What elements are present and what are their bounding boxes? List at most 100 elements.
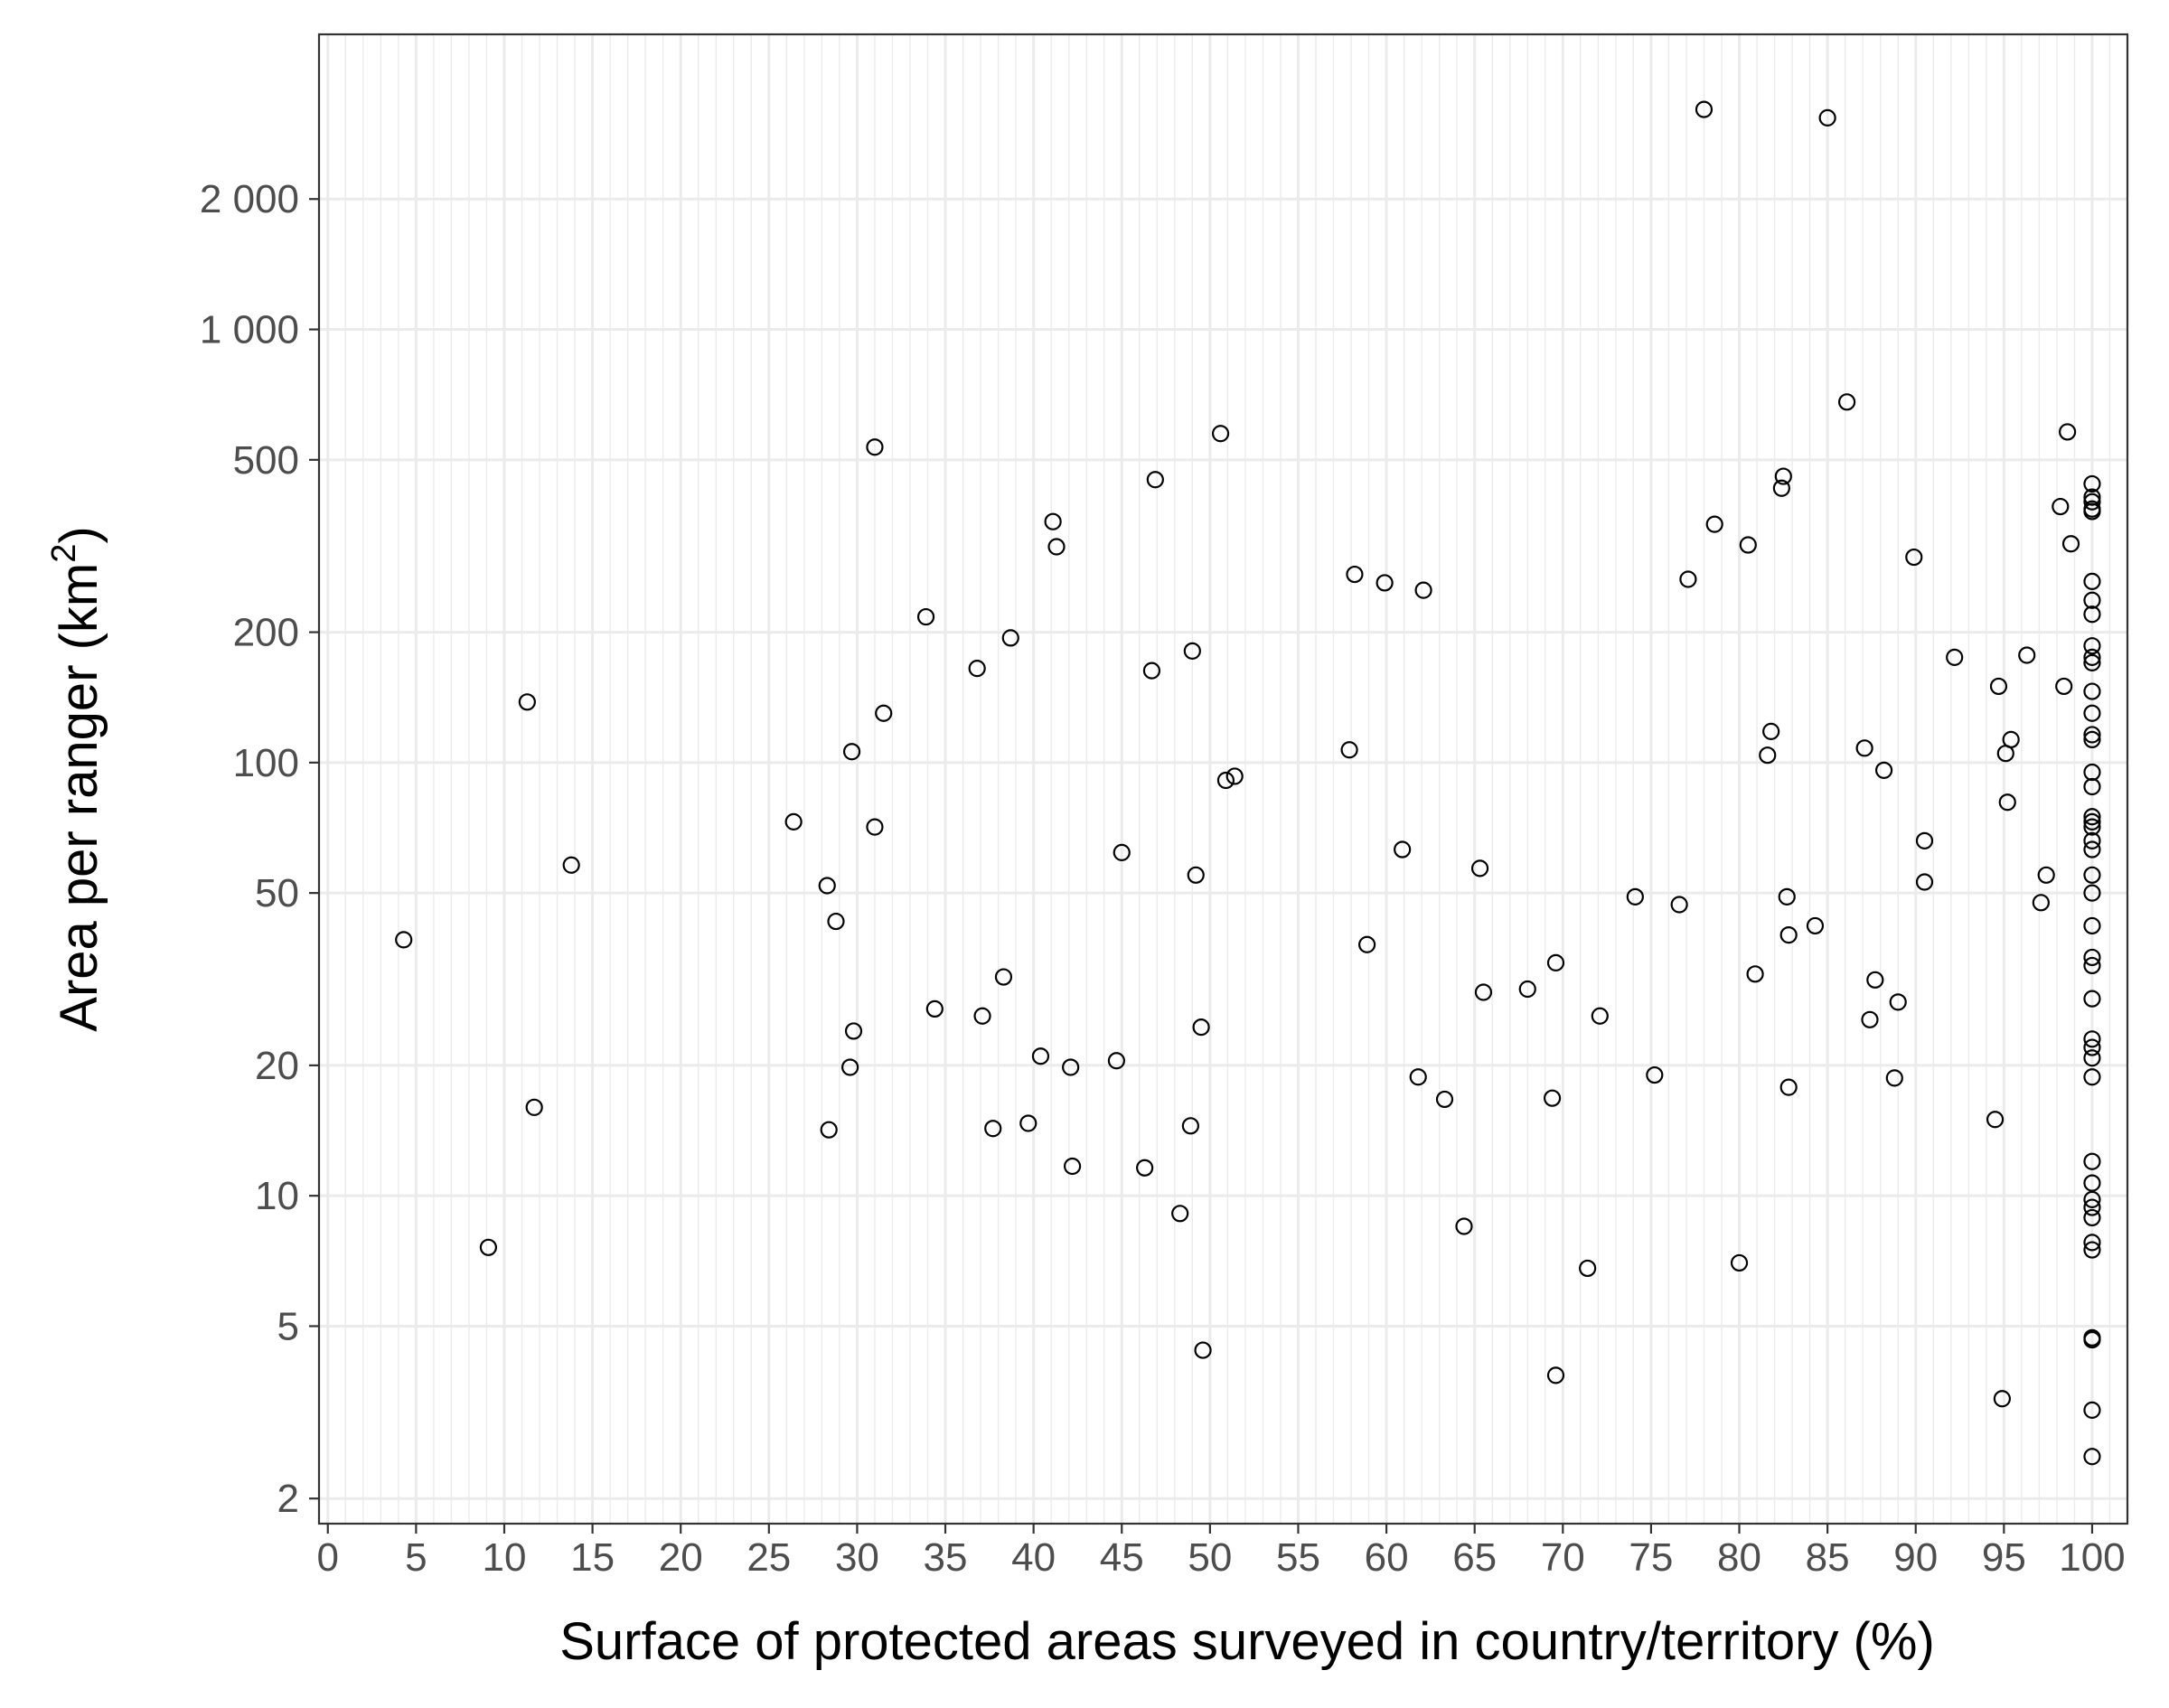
data-point (1838, 393, 1856, 411)
data-point (2083, 1330, 2101, 1349)
data-point (1806, 916, 1825, 935)
data-point (1874, 761, 1893, 779)
data-point (1063, 1157, 1082, 1176)
data-point (1818, 108, 1836, 127)
data-point (2083, 1198, 2101, 1216)
data-point (479, 1238, 498, 1256)
data-point (827, 912, 845, 931)
x-tick-label: 60 (1365, 1535, 1409, 1580)
data-point (2083, 812, 2101, 831)
data-point (525, 1098, 543, 1116)
data-point (1989, 677, 2008, 696)
data-point (2018, 646, 2036, 664)
data-point (2083, 726, 2101, 744)
data-point (1044, 512, 1062, 530)
data-point (2083, 572, 2101, 590)
y-axis-title-superscript: 2 (45, 544, 83, 563)
plot-panel (319, 34, 2127, 1524)
data-point (2083, 474, 2101, 493)
data-point (1546, 1366, 1565, 1384)
data-point (2083, 1174, 2101, 1192)
data-point (2083, 493, 2101, 511)
data-point (1225, 767, 1244, 785)
data-point (518, 693, 536, 711)
y-tick-label: 2 000 (200, 177, 299, 221)
data-point (2083, 831, 2101, 849)
x-tick-label: 40 (1011, 1535, 1056, 1580)
data-point (1998, 793, 2016, 812)
x-tick-label: 95 (1982, 1535, 2026, 1580)
data-point (2083, 884, 2101, 902)
data-point (2061, 535, 2080, 553)
y-axis-title-main: Area per ranger (km (50, 563, 108, 1032)
x-tick-label: 35 (924, 1535, 968, 1580)
data-point (866, 818, 884, 836)
x-axis: 0 5 10 15 20 25 30 35 40 45 50 55 60 65 70 75 80 85 90 95 10… (317, 1524, 2126, 1580)
data-point (1866, 971, 1884, 989)
data-point (1113, 843, 1131, 861)
data-point (2083, 808, 2101, 826)
data-point (2083, 840, 2101, 859)
data-point (2083, 956, 2101, 975)
y-tick-label: 50 (255, 871, 299, 915)
data-point (984, 1120, 1002, 1138)
data-point (1192, 1018, 1210, 1037)
data-point (973, 1007, 991, 1025)
x-tick-label: 65 (1452, 1535, 1497, 1580)
data-point (1474, 983, 1493, 1001)
data-point (818, 877, 836, 895)
data-point (1579, 1259, 1597, 1278)
plot-border (317, 33, 2129, 1525)
data-point (2083, 1068, 2101, 1086)
data-point (1762, 722, 1780, 740)
data-point (1031, 1047, 1050, 1065)
x-axis-title: Surface of protected areas surveyed in c… (559, 1612, 1935, 1671)
data-point (2083, 990, 2101, 1008)
data-point (1679, 570, 1697, 588)
data-point (968, 660, 986, 678)
data-point (2083, 1049, 2101, 1067)
data-point (1591, 1007, 1609, 1025)
x-tick-label: 25 (746, 1535, 791, 1580)
data-point (1194, 1341, 1212, 1359)
data-point (2083, 488, 2101, 506)
x-tick-label: 20 (659, 1535, 703, 1580)
data-point (1705, 515, 1723, 533)
data-point (916, 607, 935, 626)
data-point (2083, 1208, 2101, 1227)
data-point (2083, 948, 2101, 967)
x-tick-label: 90 (1893, 1535, 1938, 1580)
data-point (1889, 993, 1907, 1011)
data-point (1414, 581, 1432, 599)
x-tick-label: 55 (1276, 1535, 1320, 1580)
data-point (1946, 648, 1964, 666)
data-point (994, 968, 1013, 986)
data-point (2083, 682, 2101, 700)
data-point (784, 812, 803, 831)
data-point (1915, 873, 1934, 891)
data-point (1171, 1205, 1189, 1223)
data-point (842, 743, 861, 761)
data-point (1626, 887, 1644, 906)
data-point (2083, 1448, 2101, 1466)
data-point (1695, 100, 1714, 118)
data-point (1435, 1090, 1454, 1109)
data-point (1181, 1117, 1199, 1135)
data-point (2002, 730, 2020, 749)
data-point (820, 1121, 838, 1139)
data-point (2083, 653, 2101, 671)
data-point (2083, 591, 2101, 609)
data-point (1746, 965, 1764, 983)
data-point (1905, 548, 1923, 567)
data-point (2083, 502, 2101, 521)
data-point (1019, 1114, 1038, 1132)
data-point (1346, 565, 1364, 584)
y-tick-label: 10 (255, 1174, 299, 1218)
data-point (1062, 1058, 1080, 1076)
data-point (1455, 1217, 1473, 1235)
data-point (1470, 859, 1489, 877)
y-tick-label: 200 (233, 611, 299, 655)
y-axis-title: Area per ranger (km2) (45, 526, 108, 1031)
data-point (1376, 574, 1394, 592)
